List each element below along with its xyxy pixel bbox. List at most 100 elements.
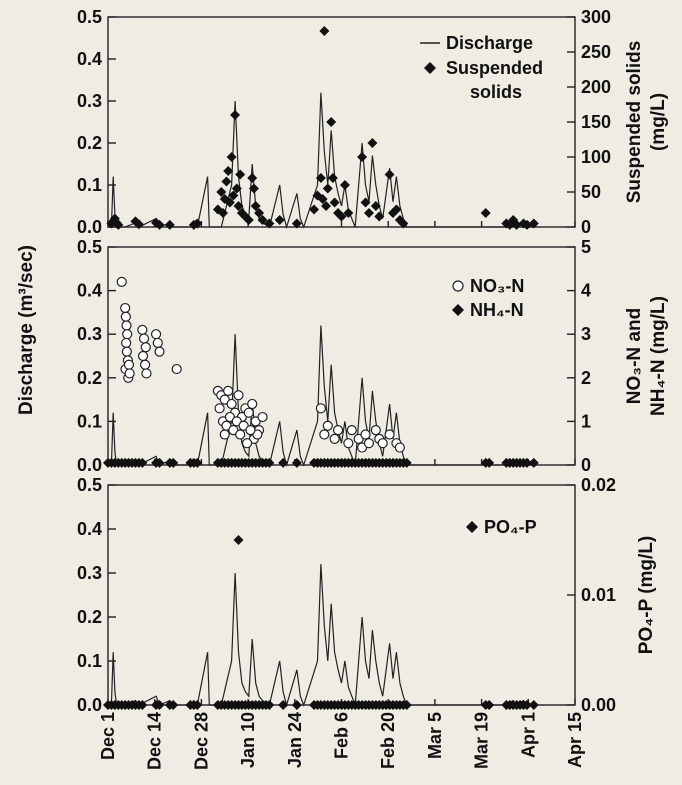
legend-circle-icon: [452, 280, 464, 292]
data-point-circle: [363, 438, 375, 449]
data-point-diamond: [326, 117, 337, 127]
data-point-diamond: [226, 152, 237, 162]
data-point-circle: [121, 320, 132, 331]
right-tick-label: 300: [581, 7, 611, 27]
right-tick-label: 0.00: [581, 695, 616, 715]
data-point-circle: [343, 438, 354, 449]
data-point-circle: [329, 433, 340, 444]
data-point-diamond: [329, 197, 340, 208]
right-tick-label: 250: [581, 42, 611, 62]
legend-diamond-icon: [466, 521, 478, 533]
data-point-circle: [150, 329, 162, 340]
legend-label: Discharge: [446, 33, 533, 53]
x-tick-label: Mar 5: [425, 712, 445, 759]
data-point-diamond: [363, 208, 374, 218]
data-point-diamond: [511, 219, 522, 230]
data-point-diamond: [484, 700, 495, 710]
discharge-line: [108, 92, 534, 230]
data-point-circle: [116, 276, 127, 287]
data-point-circle: [120, 311, 131, 322]
data-point-circle: [370, 425, 381, 436]
data-point-diamond: [113, 219, 124, 230]
right-tick-label: 0.02: [581, 475, 616, 495]
data-point-circle: [247, 398, 258, 410]
data-point-diamond: [528, 700, 539, 710]
data-point-circle: [152, 337, 163, 349]
data-point-diamond: [264, 218, 275, 229]
right-tick-label: 150: [581, 112, 611, 132]
data-point-circle: [120, 302, 131, 314]
data-point-circle: [241, 438, 253, 449]
right-tick-label: 3: [581, 324, 591, 344]
legend: Discharge Suspended solids: [420, 33, 543, 102]
data-point-circle: [121, 346, 132, 357]
data-point-diamond: [401, 700, 412, 710]
data-point-diamond: [384, 169, 395, 180]
data-point-diamond: [137, 457, 148, 468]
right-axis-label: PO₄-P (mg/L): [636, 536, 657, 654]
data-point-diamond: [243, 215, 254, 225]
data-point-diamond: [291, 457, 302, 468]
left-tick-label: 0.1: [77, 411, 102, 431]
data-point-diamond: [309, 204, 320, 215]
data-point-diamond: [231, 183, 242, 194]
left-tick-label: 0.2: [77, 133, 102, 153]
series-diamond: [106, 26, 539, 230]
data-point-diamond: [357, 152, 368, 162]
data-point-diamond: [168, 457, 179, 468]
left-tick-label: 0.4: [77, 281, 102, 301]
data-point-circle: [140, 342, 151, 353]
data-point-diamond: [322, 183, 333, 194]
right-axis-label: NH₄-N (mg/L): [648, 296, 669, 416]
data-point-diamond: [391, 204, 402, 215]
data-point-diamond: [521, 457, 532, 468]
data-point-diamond: [484, 457, 495, 468]
data-point-diamond: [367, 138, 378, 148]
discharge-line: [108, 325, 534, 468]
x-tick-label: Apr 15: [565, 712, 585, 768]
data-point-diamond: [264, 700, 275, 710]
data-point-diamond: [528, 457, 539, 468]
data-point-diamond: [223, 166, 234, 176]
series-diamond: [103, 535, 539, 710]
data-point-circle: [233, 390, 244, 401]
data-point-circle: [124, 368, 135, 379]
data-point-diamond: [339, 180, 350, 190]
data-point-circle: [245, 425, 256, 436]
data-point-diamond: [248, 183, 259, 194]
x-tick-label: Dec 14: [145, 712, 165, 770]
x-tick-label: Jan 24: [285, 712, 305, 768]
right-axis-label: NO₃-N and: [624, 308, 645, 404]
right-tick-label: 2: [581, 368, 591, 388]
data-point-circle: [360, 429, 371, 440]
data-point-circle: [384, 429, 395, 440]
left-tick-label: 0.2: [77, 607, 102, 627]
data-point-diamond: [228, 190, 239, 201]
left-axis-label: Discharge (m³/sec): [16, 245, 37, 415]
data-point-diamond: [370, 201, 381, 211]
data-point-diamond: [257, 215, 268, 225]
left-tick-label: 0.3: [77, 91, 102, 111]
left-tick-label: 0.3: [77, 563, 102, 583]
data-point-diamond: [521, 219, 532, 230]
right-axis-label: (mg/L): [648, 93, 669, 151]
data-point-diamond: [154, 700, 165, 710]
x-tick-label: Feb 20: [378, 712, 398, 769]
left-tick-label: 0.2: [77, 368, 102, 388]
data-point-diamond: [154, 219, 165, 230]
data-point-diamond: [235, 169, 246, 180]
legend-diamond-icon: [424, 62, 436, 74]
left-tick-label: 0.4: [77, 519, 102, 539]
right-axis-label: Suspended solids: [624, 41, 645, 204]
data-point-circle: [137, 324, 148, 335]
data-point-circle: [223, 385, 234, 396]
data-point-diamond: [327, 173, 338, 183]
data-point-diamond: [336, 211, 347, 222]
right-tick-label: 100: [581, 147, 611, 167]
data-point-circle: [122, 329, 133, 340]
left-tick-label: 0.0: [77, 217, 102, 237]
left-tick-label: 0.0: [77, 695, 102, 715]
data-point-diamond: [250, 201, 261, 211]
data-point-diamond: [401, 457, 412, 468]
